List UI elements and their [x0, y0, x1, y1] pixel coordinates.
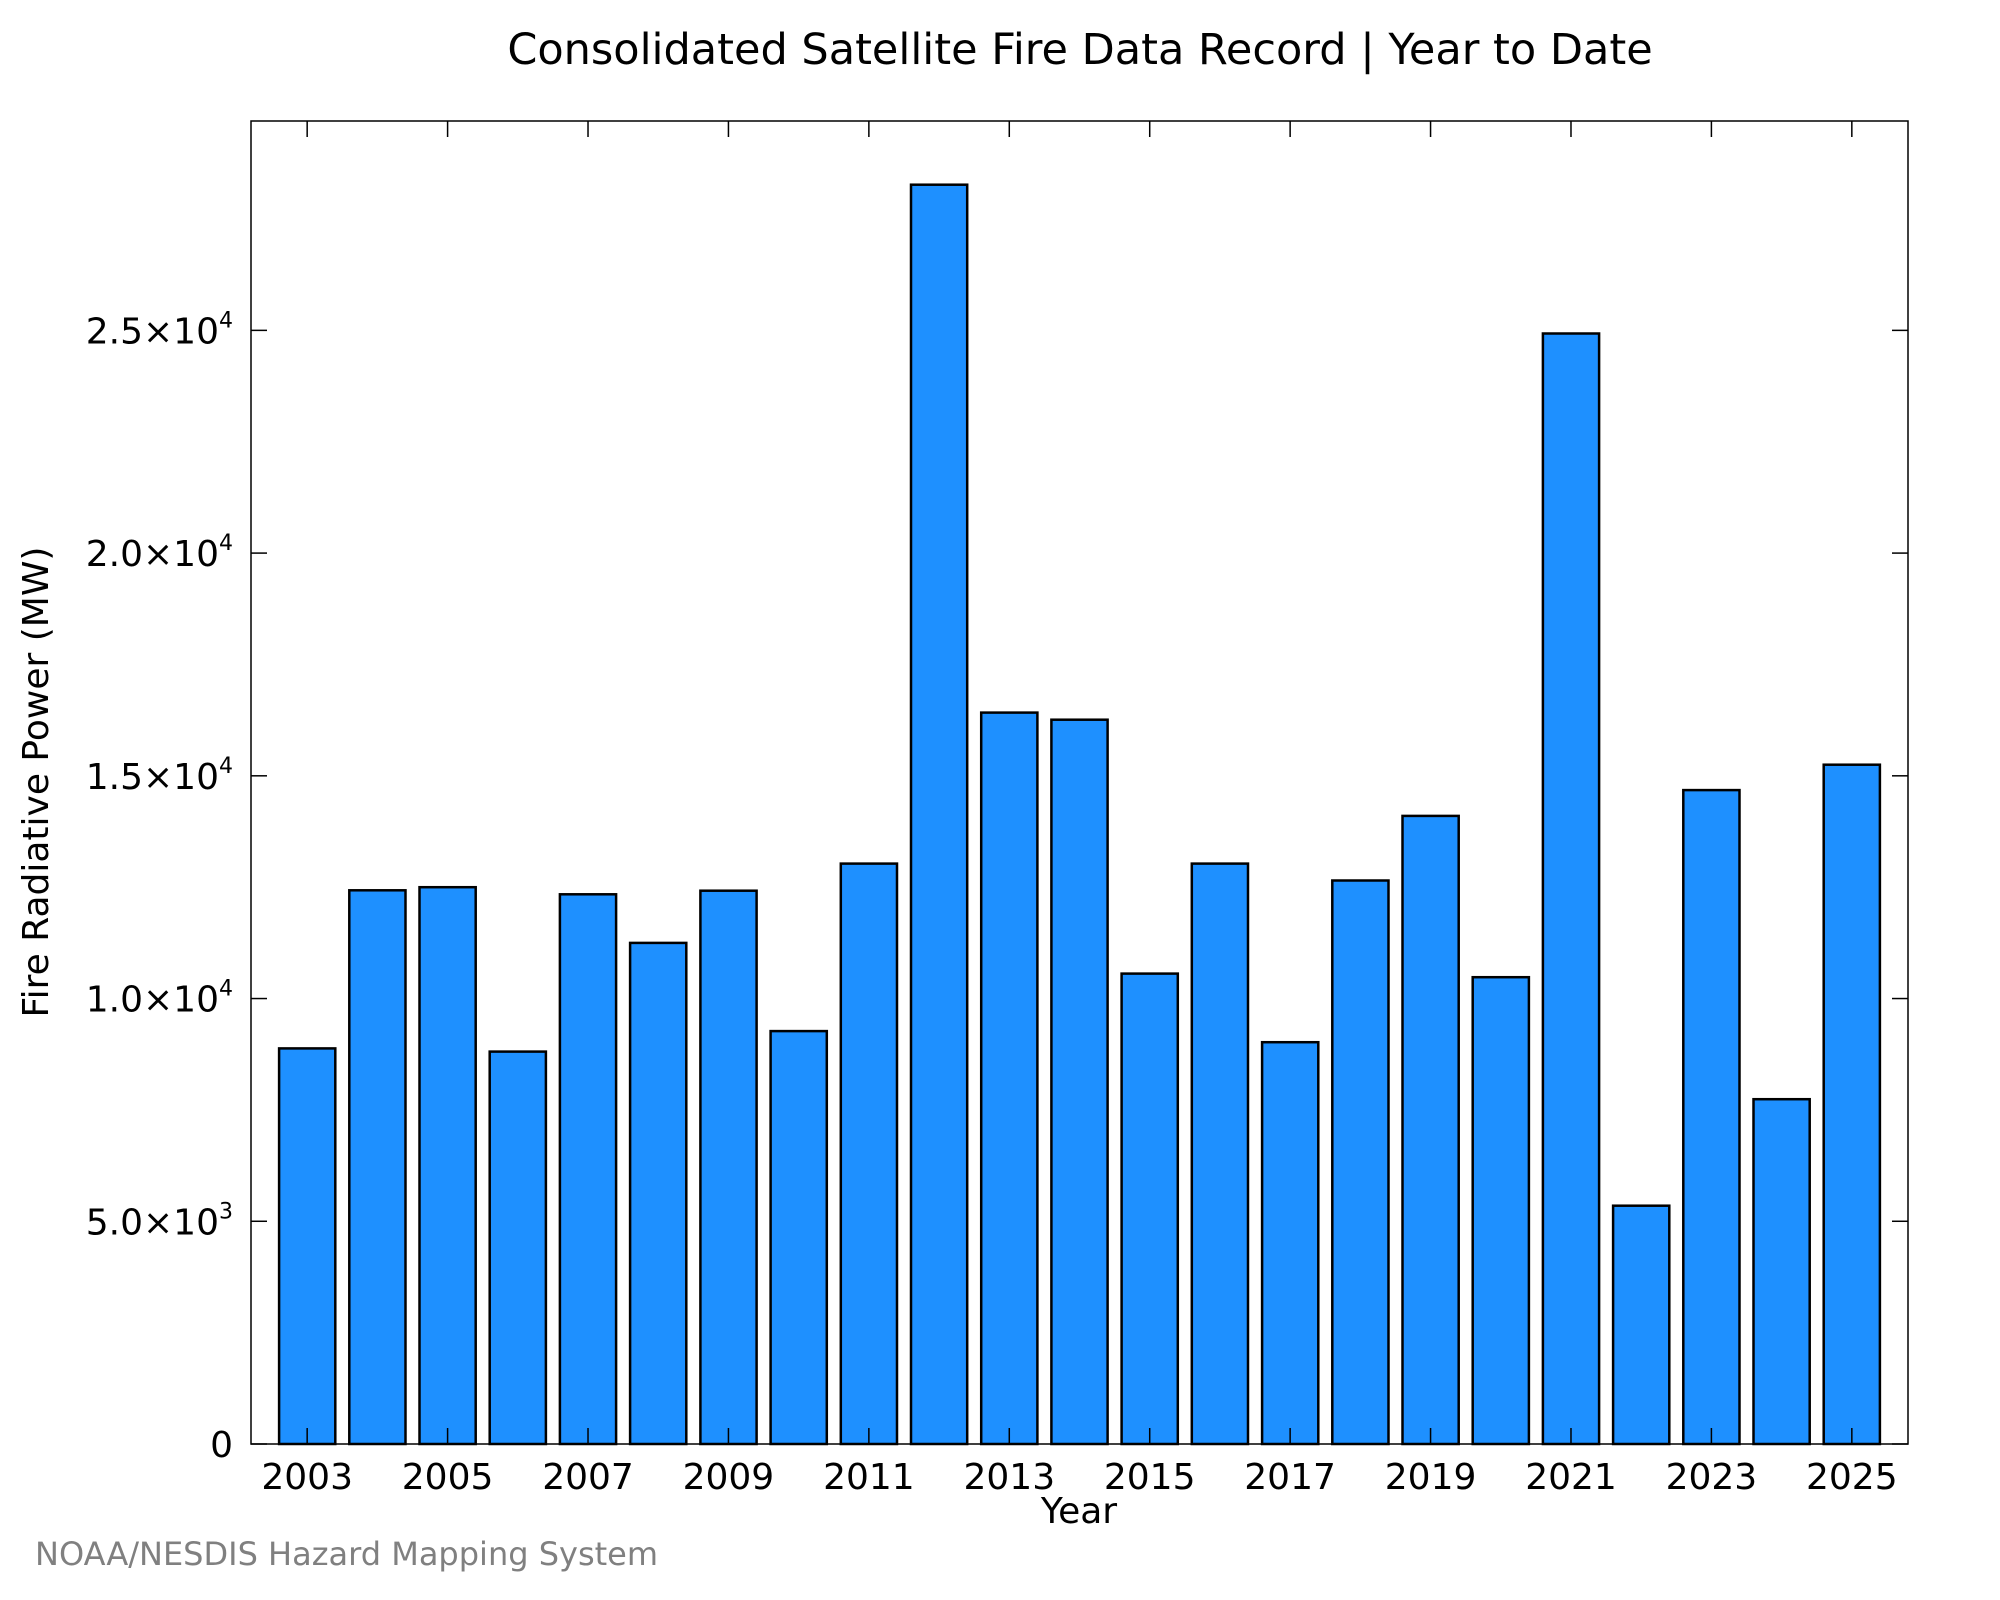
bar-2022	[1611, 1204, 1671, 1446]
bar-2010	[769, 1029, 829, 1446]
x-tick-label: 2021	[1525, 1457, 1617, 1498]
bar-2019	[1401, 814, 1460, 1446]
x-tick-label: 2017	[1244, 1457, 1336, 1498]
plot-frame	[250, 120, 1909, 1445]
y-tick-labels: 0 5.0×103 1.0×104 1.5×104 2.0×104 2.5×104	[86, 308, 233, 1466]
x-tick-label: 2003	[261, 1457, 353, 1498]
y-tick-label: 1.5×104	[86, 754, 233, 798]
y-axis-label: Fire Radiative Power (MW)	[16, 547, 57, 1018]
x-tick-label: 2023	[1666, 1457, 1758, 1498]
y-tick-label: 1.0×104	[86, 977, 233, 1021]
y-tick-label: 0	[210, 1425, 233, 1466]
x-tick-label: 2011	[823, 1457, 915, 1498]
bar-2014	[1050, 718, 1109, 1446]
bar-2005	[418, 885, 477, 1446]
x-axis-label: Year	[1040, 1491, 1117, 1532]
ticks-layer	[251, 121, 1908, 1445]
bar-2011	[839, 862, 899, 1446]
x-tick-label: 2009	[683, 1457, 775, 1498]
bar-2020	[1471, 975, 1531, 1446]
bar-2024	[1752, 1097, 1811, 1446]
bar-2007	[558, 893, 618, 1446]
x-tick-label: 2013	[963, 1457, 1055, 1498]
x-tick-labels: 2003 2005 2007 2009 2011 2013 2015 2017 2019 2021…	[261, 1457, 1897, 1498]
y-tick-label: 5.0×103	[86, 1199, 233, 1243]
x-tick-label: 2019	[1385, 1457, 1477, 1498]
x-tick-label: 2025	[1806, 1457, 1898, 1498]
bar-2012	[909, 183, 969, 1446]
y-tick-label: 2.5×104	[86, 308, 233, 352]
bar-2017	[1260, 1040, 1320, 1446]
bar-2006	[488, 1050, 548, 1446]
bar-2004	[348, 889, 407, 1446]
bar-2016	[1190, 862, 1250, 1446]
bar-2015	[1120, 972, 1180, 1446]
x-tick-label: 2015	[1104, 1457, 1196, 1498]
x-tick-label: 2005	[402, 1457, 494, 1498]
chart-title: Consolidated Satellite Fire Data Record …	[507, 25, 1652, 75]
y-tick-label: 2.0×104	[86, 531, 233, 575]
bar-2021	[1541, 332, 1601, 1446]
x-tick-label: 2007	[542, 1457, 634, 1498]
bar-2018	[1331, 879, 1390, 1446]
bar-2025	[1822, 763, 1882, 1446]
bar-2023	[1682, 788, 1741, 1446]
bar-2009	[699, 889, 758, 1446]
source-note: NOAA/NESDIS Hazard Mapping System	[35, 1535, 658, 1573]
bar-2003	[277, 1047, 337, 1446]
bars-layer	[277, 183, 1882, 1446]
bar-2008	[628, 941, 688, 1446]
bar-2013	[979, 711, 1039, 1446]
